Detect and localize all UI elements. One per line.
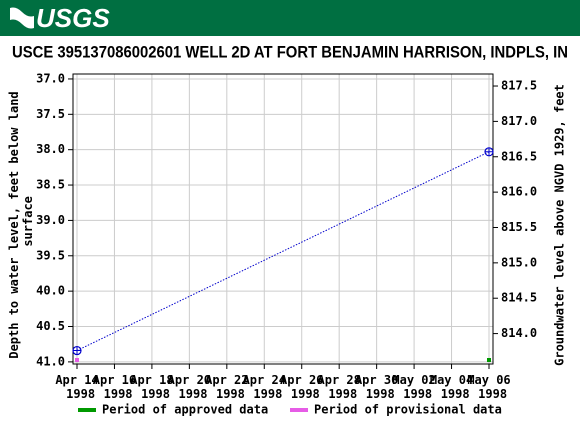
y2-axis-label: Groundwater level above NGVD 1929, feet	[553, 84, 567, 366]
x-tick-label: Apr 14 1998	[55, 373, 98, 401]
y-tick-label: 39.0	[36, 213, 65, 227]
data-point	[484, 147, 494, 157]
logo-text: USGS	[36, 3, 110, 33]
legend-label: Period of provisional data	[314, 403, 502, 417]
y-tick-label: 41.0	[36, 354, 65, 368]
y-tick-label: 37.5	[36, 107, 65, 121]
plot-frame	[72, 73, 494, 365]
point-cross	[73, 346, 81, 355]
data-line	[76, 151, 490, 352]
y2-tick-label: 814.5	[501, 291, 537, 305]
x-tick-label: Apr 26 1998	[280, 373, 323, 401]
y2-tick-label: 815.5	[501, 220, 537, 234]
header-bar	[0, 0, 580, 36]
x-tick-label: Apr 16 1998	[93, 373, 136, 401]
legend-label: Period of approved data	[102, 403, 268, 417]
x-tick-label: Apr 30 1998	[355, 373, 398, 401]
x-tick-label: Apr 24 1998	[243, 373, 286, 401]
y2-tick-label: 817.0	[501, 114, 537, 128]
logo-mark	[10, 7, 34, 29]
point-cross	[485, 147, 493, 156]
data-point	[72, 345, 82, 356]
y-tick-label: 38.5	[36, 178, 65, 192]
y-tick-label: 38.0	[36, 142, 65, 156]
y2-tick-label: 815.0	[501, 255, 537, 269]
chart-title: USCE 395137086002601 WELL 2D AT FORT BEN…	[12, 42, 568, 61]
x-tick-label: May 02 1998	[392, 373, 435, 401]
y2-tick-label: 817.5	[501, 79, 537, 93]
x-tick-label: Apr 28 1998	[318, 373, 361, 401]
x-tick-label: Apr 18 1998	[130, 373, 173, 401]
x-tick-label: May 04 1998	[430, 373, 473, 401]
y-tick-label: 39.5	[36, 248, 65, 262]
y2-tick-label: 816.5	[501, 149, 537, 163]
period-marker	[487, 358, 491, 362]
y-tick-label: 37.0	[36, 71, 65, 85]
y-tick-label: 40.5	[36, 319, 65, 333]
y2-tick-label: 814.0	[501, 326, 537, 340]
x-tick-label: May 06 1998	[467, 373, 510, 401]
y-tick-label: 40.0	[36, 284, 65, 298]
x-tick-label: Apr 22 1998	[205, 373, 248, 401]
y-axis-label: Depth to water level, feet below land su…	[7, 91, 35, 358]
x-tick-label: Apr 20 1998	[168, 373, 211, 401]
period-marker	[75, 358, 79, 362]
y2-tick-label: 816.0	[501, 185, 537, 199]
